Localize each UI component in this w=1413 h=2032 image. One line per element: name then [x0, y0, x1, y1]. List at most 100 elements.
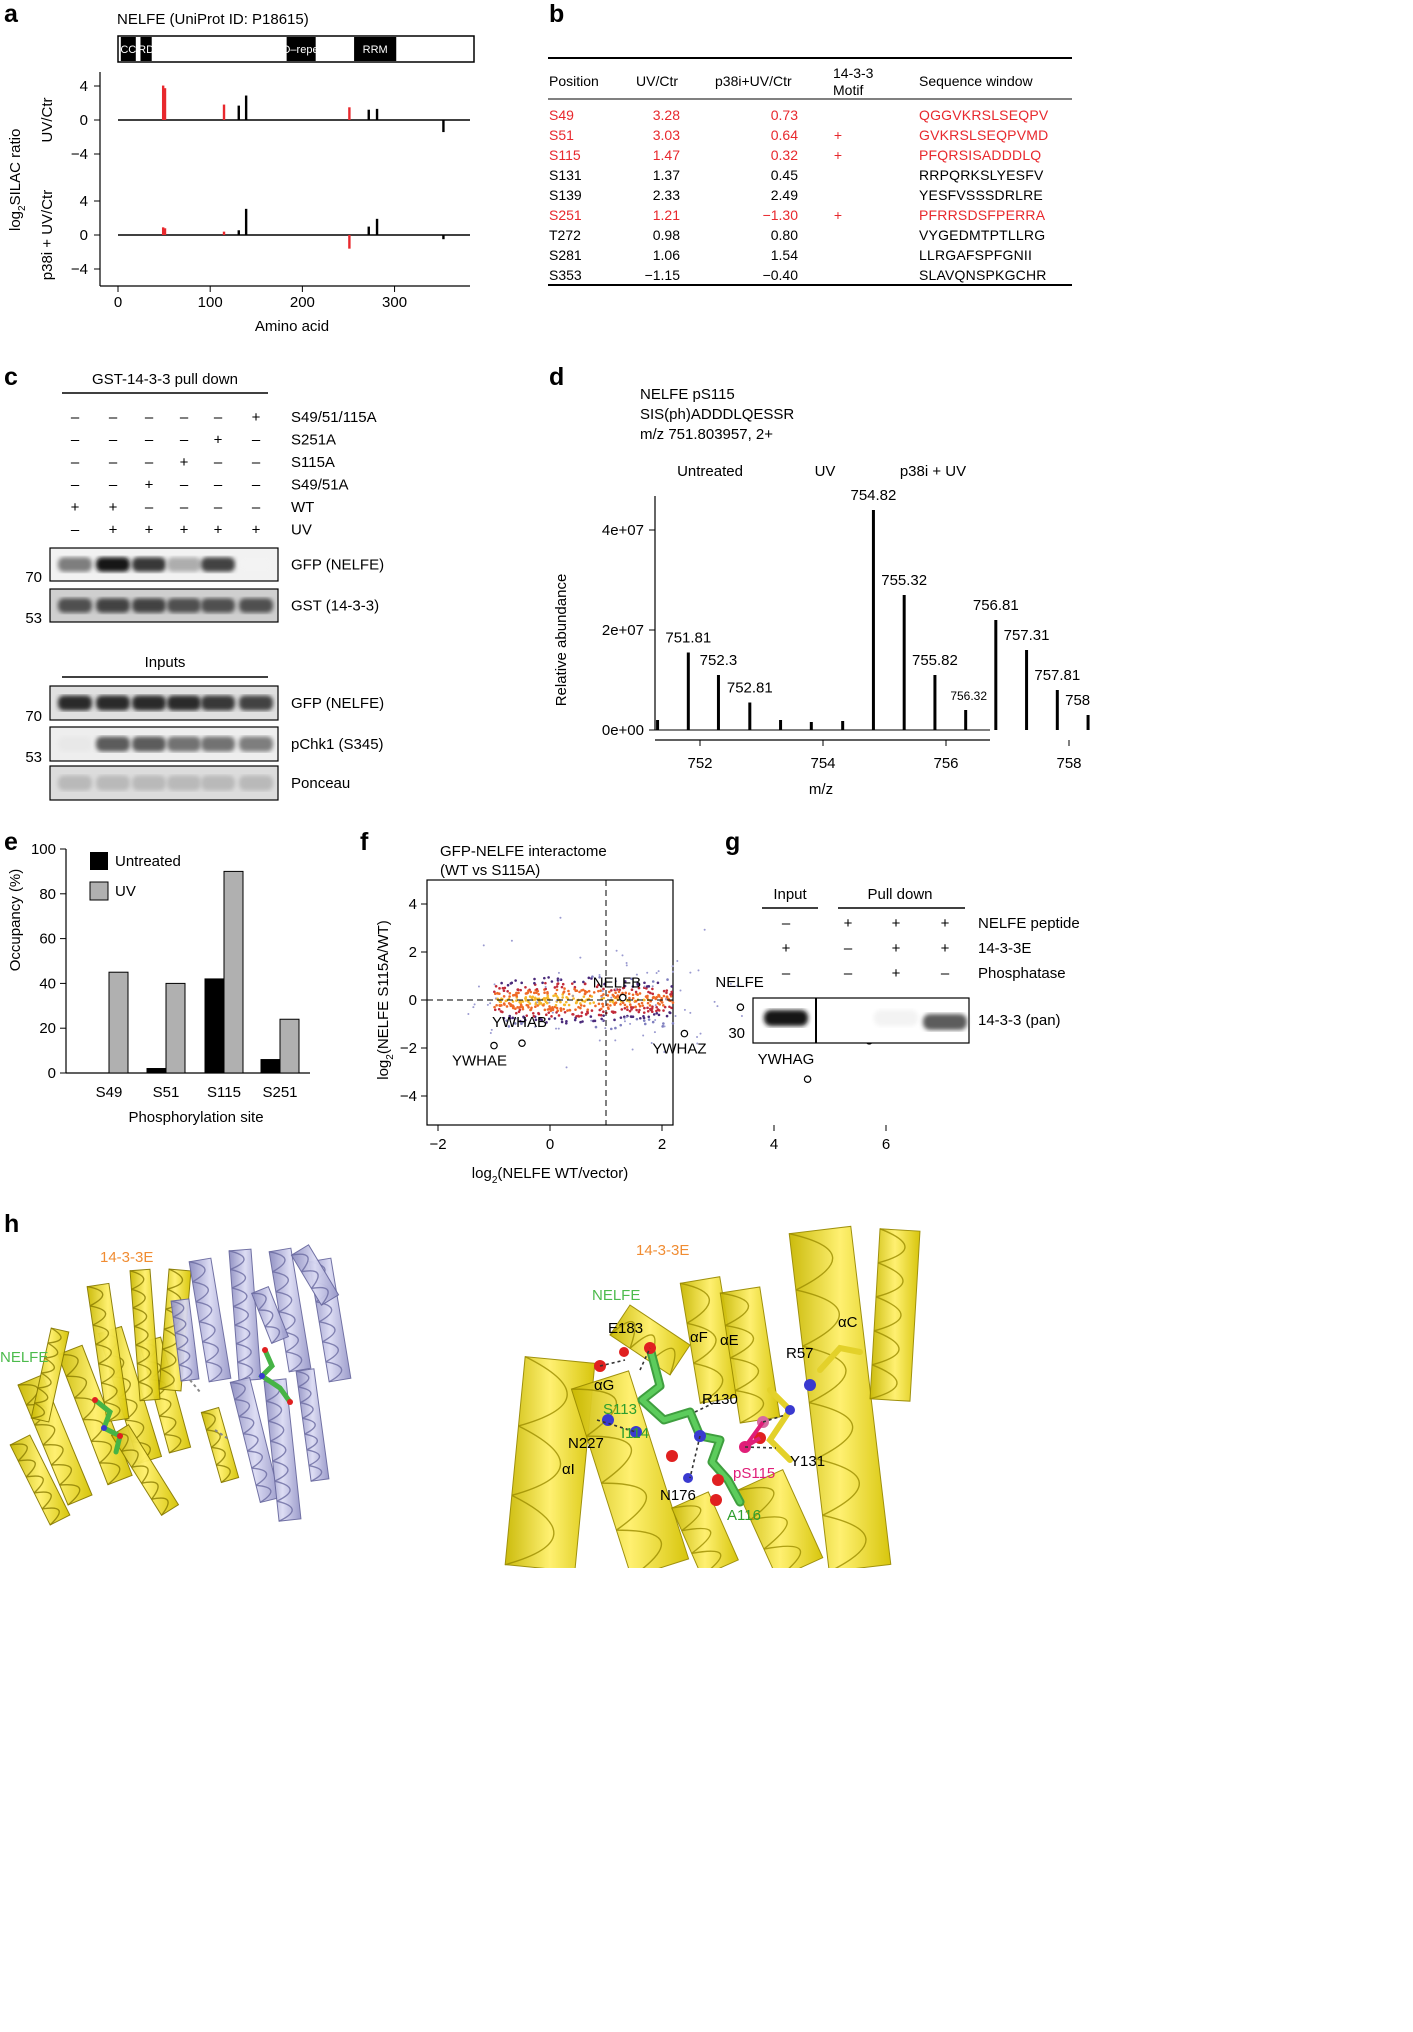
scatter-point [498, 992, 501, 995]
peak-label-755.82: 755.82 [912, 652, 958, 669]
scatter-point [619, 1016, 623, 1019]
scatter-point [556, 996, 560, 1000]
input-gfp-blot-band [58, 695, 92, 711]
scatter-point [573, 980, 576, 984]
scatter-point [650, 1041, 653, 1044]
scatter-point [608, 1000, 612, 1003]
scatter-point [516, 1006, 519, 1009]
scatter-point [577, 1005, 580, 1009]
scatter-point [565, 1066, 568, 1069]
scatter-point [555, 985, 559, 988]
e-y-tick-label: 0 [48, 1065, 56, 1082]
scatter-point [582, 980, 585, 984]
scatter-point [583, 1000, 587, 1003]
scatter-point [489, 1002, 492, 1005]
scatter-point [548, 1005, 551, 1008]
d-y-label: Relative abundance [553, 574, 570, 707]
scatter-point [643, 981, 646, 985]
scatter-point [657, 1009, 661, 1012]
input-gfp-blot-band [239, 695, 273, 711]
scatter-point [623, 980, 627, 983]
cell-position: S51 [549, 127, 574, 143]
condition-mark: – [214, 477, 223, 494]
scatter-point [575, 1015, 578, 1018]
scatter-point [500, 997, 503, 1000]
scatter-point [653, 1031, 656, 1034]
labeled-point-YWHAE [490, 1041, 498, 1050]
condition-mark: + [145, 522, 154, 539]
e-category-S251: S251 [262, 1084, 297, 1101]
domain-label-3: RRM [363, 44, 388, 56]
scatter-point [660, 1001, 664, 1004]
scatter-point [610, 989, 613, 992]
h-left-label-14-3-3e: 14-3-3E [100, 1249, 153, 1266]
scatter-point [643, 998, 646, 1002]
f-title: GFP-NELFE interactome [440, 843, 607, 860]
scatter-point [493, 1005, 496, 1009]
e-y-tick-label: 80 [39, 886, 56, 903]
e-y-tick-label: 20 [39, 1020, 56, 1037]
scatter-point [508, 995, 511, 998]
cell-position: S131 [549, 167, 582, 183]
condition-mark: – [214, 454, 223, 471]
cell-motif: + [834, 207, 842, 223]
g-header-input: Input [773, 886, 807, 903]
scatter-point [648, 1004, 652, 1007]
g-blot: 14-3-3 (pan) 30 [728, 997, 1061, 1044]
scatter-point [669, 993, 672, 996]
scatter-point [662, 1022, 665, 1025]
scatter-point [646, 994, 649, 998]
panel-label-e: e [4, 828, 18, 856]
scatter-point [608, 990, 611, 994]
cell-uv: 2.33 [653, 187, 680, 203]
peak-label-754.82: 754.82 [850, 487, 896, 504]
scatter-point [628, 1003, 632, 1006]
lavender-helix-8-turns [170, 1300, 193, 1382]
group-label-2: p38i + UV [900, 463, 966, 480]
scatter-point [529, 1008, 533, 1011]
scatter-point [645, 985, 649, 988]
peak-label-757.31: 757.31 [1004, 627, 1050, 644]
yellow-helix-9-body [110, 1424, 180, 1516]
condition-mark: – [252, 454, 261, 471]
scatter-point [643, 985, 646, 988]
lavender-helix-2-turns [269, 1251, 303, 1373]
scatter-point [642, 1011, 646, 1014]
scatter-point [562, 1007, 565, 1011]
scatter-point [689, 1011, 692, 1014]
scatter-point [578, 990, 581, 994]
point-label-YWHAZ: YWHAZ [652, 1041, 706, 1058]
scatter-point [574, 989, 578, 993]
scatter-point [547, 1017, 551, 1021]
scatter-point [571, 994, 574, 997]
input-pchk1-blot-band [167, 736, 201, 752]
scatter-point [508, 991, 512, 995]
y-tick-label-1-0: 4 [80, 193, 88, 210]
g-condition-mark: – [941, 965, 950, 982]
f-y-tick-label: 4 [409, 896, 417, 913]
y-tick-label-0-1: 0 [80, 112, 88, 129]
scatter-point [651, 996, 655, 1000]
e-bar-UV-S49 [108, 971, 129, 1074]
scatter-point [561, 996, 564, 999]
cell-p38i: 0.73 [771, 107, 798, 123]
scatter-point [540, 1018, 543, 1022]
e-category-S115: S115 [207, 1084, 241, 1101]
scatter-point [670, 1006, 673, 1010]
cell-sequence: RRPQRKSLYESFV [919, 167, 1044, 183]
input-pchk1-blot-band [96, 736, 130, 752]
cell-sequence: YESFVSSSDRLRE [919, 187, 1043, 203]
scatter-point [610, 996, 613, 999]
point-label-NELFB: NELFB [593, 975, 641, 992]
scatter-point [537, 1011, 540, 1015]
cell-p38i: 2.49 [771, 187, 798, 203]
scatter-point [671, 1001, 675, 1004]
closeup-helix-1-body [869, 1228, 921, 1402]
scatter-point [642, 1019, 646, 1022]
scatter-point [646, 1009, 650, 1013]
x-tick-label-0: 0 [114, 294, 122, 311]
scatter-point [472, 1006, 475, 1009]
scatter-point [586, 1008, 590, 1011]
d-x-tick-label: 758 [1056, 755, 1081, 772]
scatter-point [564, 1021, 568, 1025]
